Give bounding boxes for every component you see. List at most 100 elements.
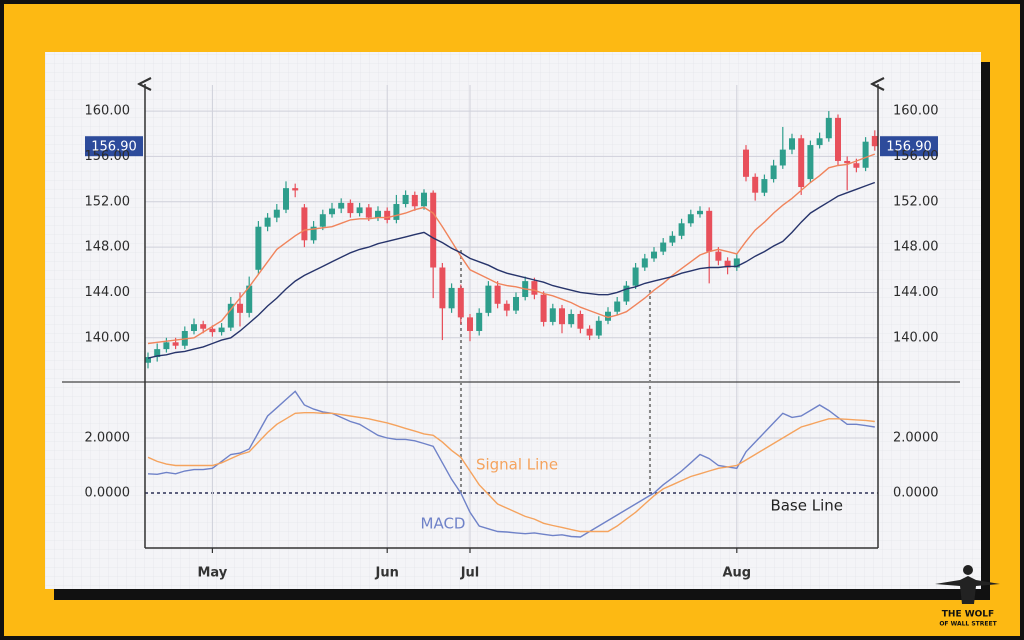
x-tick-label: May [198,566,228,581]
y-tick-label: 148.00 [85,240,131,255]
series-label: Signal Line [476,456,558,474]
x-tick-label: Aug [722,566,751,581]
candle-body [227,303,234,328]
candle-body [568,313,575,325]
candle-body [347,202,354,214]
candle-body [430,192,437,268]
candle-body [273,209,280,218]
candle-body [816,138,823,146]
grid-layer [145,85,878,548]
candle-body [549,308,556,322]
candle-body [623,285,630,302]
candle-body [733,258,740,268]
price-badge [85,136,143,157]
candle-body [614,301,621,312]
candle-body [402,194,409,205]
indicator-line [147,412,875,533]
candle-body [743,149,749,177]
candle-body [503,303,510,311]
candle-body [862,141,869,168]
y2-tick-label: 0.0000 [893,486,939,501]
candle-body [283,188,289,210]
logo-text: OF WALL STREET [939,621,997,628]
candle-body [660,242,667,252]
y-tick-label: 140.00 [85,330,131,345]
logo: THE WOLF OF WALL STREET [935,565,1000,628]
y-tick-label: 144.00 [85,285,131,300]
candle-body [172,342,179,346]
candle-body [605,311,611,321]
candle-body [706,210,713,252]
candle-body [871,136,878,147]
candle-body [669,235,676,243]
candle-body [687,214,694,224]
candle-body [586,328,593,336]
candle-body [789,138,795,150]
candle-body [825,117,832,139]
candle-body [209,328,216,333]
candle-body [595,320,602,336]
candle-body [439,267,446,309]
candle-body [807,145,814,180]
y2-tick-label: 144.00 [893,285,939,300]
candle-body [237,303,243,313]
candle-body [319,214,326,227]
candle-body [292,188,299,191]
candle-body [365,207,372,218]
text-layer: 140.00 140.00 144.00 144.00 148.00 148.00 152.… [85,104,939,581]
mark-layer [85,111,938,553]
logo-text: THE WOLF [942,610,994,620]
candle-body [255,226,262,270]
y2-tick-label: 152.00 [893,194,939,209]
candle-body [301,207,308,241]
candle-body [853,163,860,168]
candle-body [485,285,492,313]
candle-body [411,194,418,207]
candle-body [678,223,685,236]
candle-body [145,357,151,363]
candle-body [752,176,759,193]
candle-body [393,204,400,220]
y-tick-label: 156.00 [85,149,131,164]
candle-body [651,251,657,259]
candle-body [641,258,648,268]
moving-average-line [147,181,876,359]
candle-body [715,251,722,261]
y-tick-label: 0.0000 [85,486,131,501]
logo-head [963,565,973,575]
y-tick-label: 160.00 [85,104,131,119]
x-tick-label: Jul [460,566,480,581]
candle-body [200,324,207,329]
candle-body [375,210,381,218]
candle-body [835,117,841,161]
candle-body [559,308,565,325]
y2-tick-label: 148.00 [893,240,939,255]
candle-body [457,287,464,318]
candle-body [761,179,768,193]
candle-body [421,192,427,207]
y-tick-label: 2.0000 [85,431,131,446]
series-label: MACD [421,515,466,533]
price-badge [880,136,938,157]
y2-tick-label: 2.0000 [893,431,939,446]
candle-body [191,324,197,331]
candle-body [724,260,731,268]
price-badge-label: 156.90 [886,140,932,155]
moving-average-line [147,153,876,345]
candle-body [540,294,547,322]
y2-tick-label: 140.00 [893,330,939,345]
y2-tick-label: 160.00 [893,104,939,119]
y2-tick-label: 156.00 [893,149,939,164]
candle-body [329,208,335,215]
candle-body [246,285,253,313]
candle-body [310,226,317,241]
candle-body [770,165,777,180]
candle-body [577,313,584,329]
paper-grid [45,52,981,589]
indicator-line [147,390,875,538]
y-tick-label: 152.00 [85,194,131,209]
candle-body [494,285,501,304]
candle-body [513,296,519,311]
